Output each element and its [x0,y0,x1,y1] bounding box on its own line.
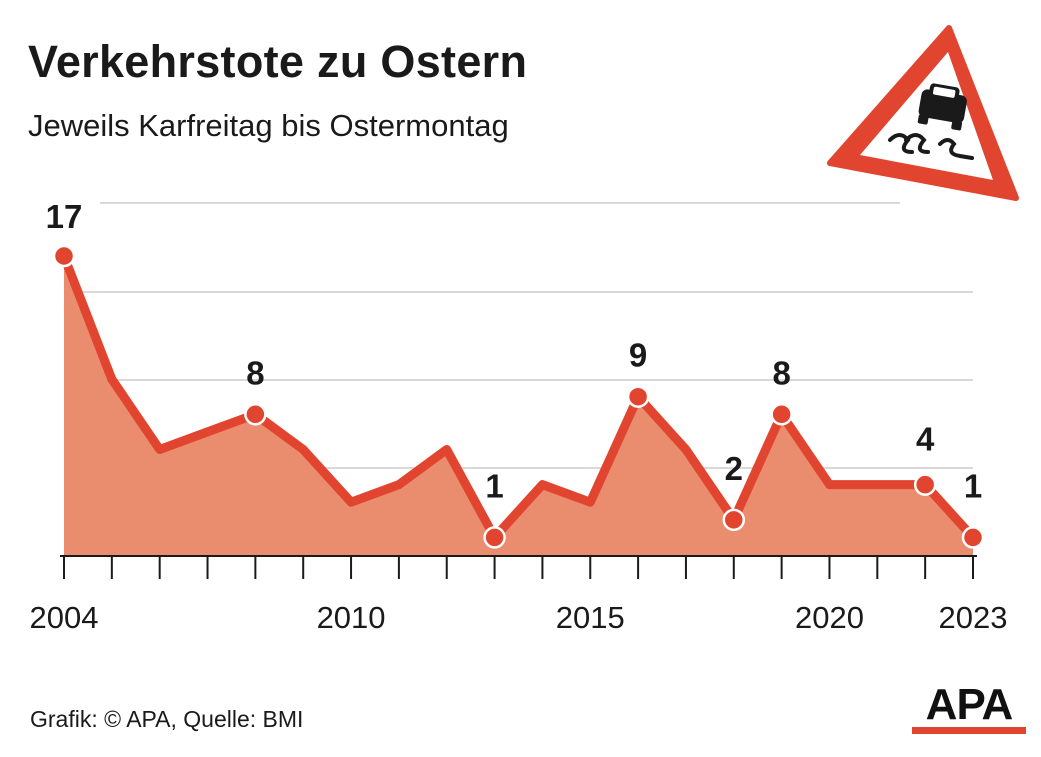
x-tick-label: 2020 [795,600,864,635]
x-axis [60,555,977,579]
data-label: 1 [964,467,982,504]
data-point [722,508,746,532]
x-tick-labels: 2004 2010 2015 2020 2023 [30,600,1008,635]
data-label: 9 [629,337,647,374]
data-label: 1 [485,467,503,504]
data-point [483,526,506,549]
x-tick-label: 2023 [939,600,1008,635]
data-point [961,526,985,549]
apa-logo: APA [912,683,1026,735]
data-point [52,244,76,268]
logo-bar [912,727,1026,734]
source-note: Grafik: © APA, Quelle: BMI [30,706,304,732]
data-point [770,403,793,426]
chart-title: Verkehrstote zu Ostern [28,36,528,87]
chart-subtitle: Jeweils Karfreitag bis Ostermontag [28,108,509,143]
series-line [59,251,978,542]
data-label: 8 [246,354,264,391]
x-tick-label: 2004 [30,600,99,635]
data-point [244,403,267,426]
logo-text: APA [925,680,1014,729]
data-point [913,473,937,496]
gridlines [64,202,973,469]
area-fill [64,256,973,555]
data-point [626,385,650,408]
data-label: 4 [916,421,935,458]
slippery-road-warning-sign-icon [827,25,1019,201]
data-points [52,244,985,549]
data-label: 17 [46,198,83,235]
x-tick-label: 2015 [556,600,625,635]
x-tick-label: 2010 [317,600,386,635]
data-label: 2 [725,450,743,487]
data-label: 8 [772,354,790,391]
